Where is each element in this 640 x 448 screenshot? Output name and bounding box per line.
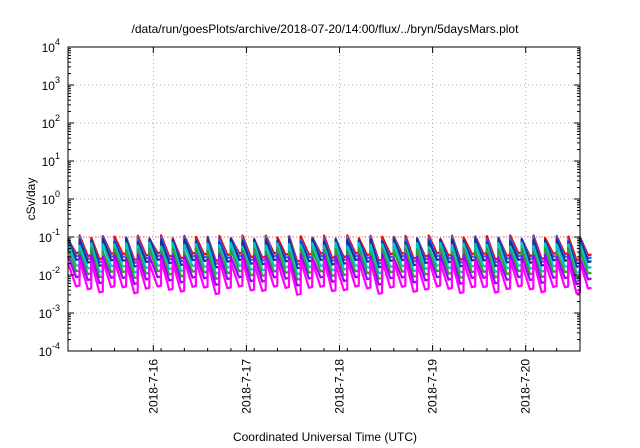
x-tick-label: 2018-7-19 — [426, 359, 440, 414]
y-tick-label: 10-2 — [39, 265, 60, 283]
series-line — [66, 241, 592, 276]
y-tick-label: 102 — [42, 113, 60, 131]
x-tick-label: 2018-7-18 — [333, 359, 347, 414]
x-axis-label: Coordinated Universal Time (UTC) — [233, 430, 417, 444]
series-line — [66, 247, 592, 281]
x-axis: 2018-7-16 2018-7-17 2018-7-18 2018-7-19 2018… — [67, 47, 581, 414]
y-tick-label: 10-4 — [39, 341, 60, 359]
y-tick-label: 10-3 — [39, 303, 60, 321]
y-axis-label: cSv/day — [24, 178, 38, 221]
y-tick-label: 101 — [42, 151, 60, 169]
chart-title: /data/run/goesPlots/archive/2018-07-20/1… — [132, 22, 520, 36]
x-tick-label: 2018-7-17 — [239, 359, 253, 414]
x-tick-label: 2018-7-16 — [146, 359, 160, 414]
y-axis: 10-4 10-3 10-2 10-1 100 101 102 103 104 — [39, 37, 580, 359]
y-tick-label: 10-1 — [39, 227, 60, 245]
y-tick-label: 100 — [42, 189, 60, 207]
plot-area — [66, 234, 592, 296]
y-tick-label: 104 — [42, 37, 60, 55]
series-line — [66, 237, 592, 270]
y-tick-label: 103 — [42, 75, 60, 93]
x-tick-label: 2018-7-20 — [519, 359, 533, 414]
series-line — [66, 258, 592, 296]
series-line — [66, 253, 592, 287]
grid — [68, 47, 580, 351]
